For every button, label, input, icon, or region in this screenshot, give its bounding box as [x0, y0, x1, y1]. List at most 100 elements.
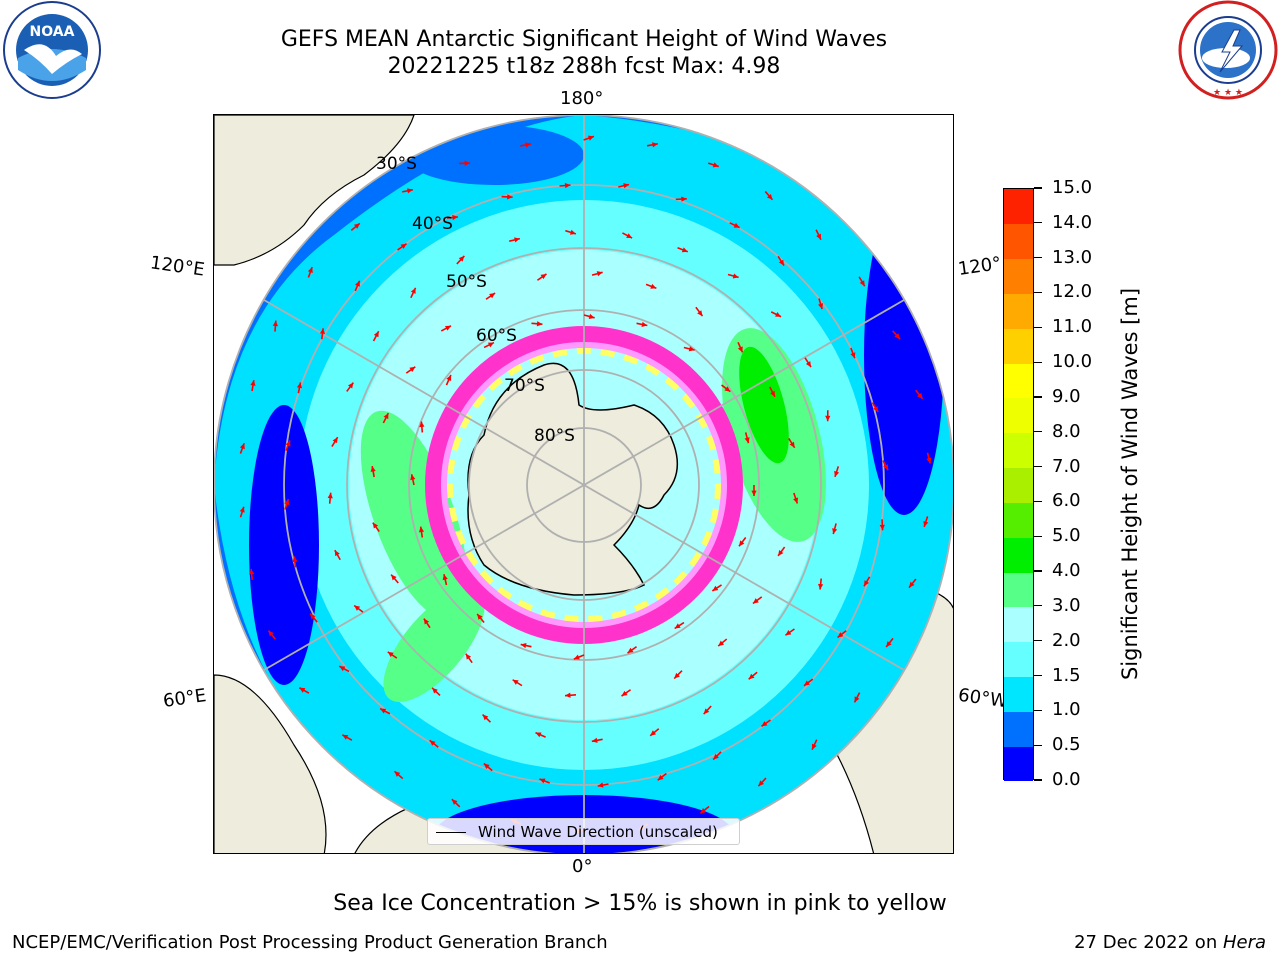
wave-arrow-head [744, 437, 750, 444]
wave-arrow-head [446, 375, 452, 382]
wave-arrow-head [894, 333, 900, 340]
lon-label-180: 180° [560, 88, 604, 109]
wave-arrow-head [712, 585, 719, 591]
wave-arrow-head [650, 283, 657, 289]
wave-arrow-head [761, 721, 768, 727]
wave-arrow-head [464, 160, 470, 166]
wave-arrow-head [569, 229, 576, 235]
wave-arrow-head [591, 737, 598, 743]
wave-arrow-head [697, 310, 703, 317]
wave-arrow-head [627, 647, 634, 654]
colorbar-tick-label: 15.0 [1052, 177, 1093, 198]
colorbar-segment [1004, 258, 1033, 294]
colorbar-tick-label: 5.0 [1052, 525, 1081, 547]
wave-arrow-head [674, 623, 681, 629]
latitude-label: 40°S [412, 214, 453, 234]
wave-arrow-head [249, 568, 255, 575]
colorbar-segment [1004, 711, 1033, 747]
wave-arrow-head [641, 321, 648, 327]
wave-arrow-head [597, 782, 604, 788]
wave-arrow-head [391, 574, 397, 581]
wave-arrow-head [700, 808, 707, 814]
wave-arrow-head [387, 651, 394, 658]
colorbar-tick-label: 0.5 [1052, 734, 1081, 756]
latitude-label: 80°S [534, 426, 575, 446]
wave-arrow-head [758, 780, 765, 787]
wave-arrow-head [674, 672, 680, 679]
colorbar-label: Significant Height of Wind Waves [m] [1118, 287, 1142, 681]
wave-arrow-head [712, 162, 719, 168]
wave-arrow-head [285, 440, 291, 447]
colorbar-tick-label: 12.0 [1052, 281, 1093, 303]
colorbar-tick-mark [1034, 779, 1042, 781]
colorbar-segment [1004, 572, 1033, 608]
wave-arrow-head [873, 406, 879, 413]
wave-arrow-head [239, 443, 245, 450]
wave-arrow-head [789, 441, 795, 448]
colorbar-segment [1004, 397, 1033, 434]
nws-logo-icon: ★ ★ ★ [1176, 0, 1280, 104]
colorbar-tick-label: 8.0 [1052, 420, 1081, 442]
wave-arrow-head [410, 287, 416, 294]
wave-arrow-head [879, 524, 885, 531]
colorbar-segment [1004, 328, 1033, 364]
colorbar-tick-mark [1034, 396, 1042, 398]
wave-arrow-head [587, 135, 594, 141]
wave-arrow-head [564, 182, 571, 189]
wave-arrow-head [514, 237, 520, 243]
wave-arrow-head [540, 273, 547, 280]
wave-arrow-head [442, 574, 448, 581]
colorbar-tick-label: 10.0 [1052, 351, 1093, 373]
wave-arrow-head [373, 331, 379, 338]
wave-arrow-head [688, 346, 695, 352]
colorbar-segment [1004, 432, 1033, 469]
wave-arrow-head [681, 247, 688, 253]
sea-ice-note: Sea Ice Concentration > 15% is shown in … [333, 891, 947, 916]
wave-arrow-head [423, 618, 430, 625]
lon-label-60e: 60°E [161, 685, 208, 712]
wave-arrow-head [804, 680, 810, 686]
wave-arrow-head [334, 550, 340, 557]
colorbar-tick-label: 13.0 [1052, 246, 1093, 268]
colorbar-segment [1004, 537, 1033, 573]
colorbar-tick-mark [1034, 535, 1042, 537]
colorbar-tick-label: 0.0 [1052, 769, 1081, 790]
colorbar-tick-label: 2.0 [1052, 629, 1081, 651]
colorbar-tick-mark [1034, 605, 1042, 607]
colorbar-tick-label: 14.0 [1052, 211, 1093, 233]
wave-arrow-head [489, 293, 496, 299]
wave-arrow-head [573, 654, 580, 660]
wave-arrow-head [452, 214, 458, 221]
wave-arrow-head [812, 743, 817, 750]
wave-arrow-head [310, 613, 316, 620]
footer-branch: NCEP/EMC/Verification Post Processing Pr… [12, 932, 608, 953]
latitude-label: 60°S [476, 326, 517, 346]
map-subtitle: 20221225 t18z 288h fcst Max: 4.98 [387, 54, 781, 79]
wave-arrow-head [565, 692, 571, 698]
wave-arrow-head [805, 361, 812, 368]
wave-arrow-head [451, 799, 458, 805]
colorbar-tick-label: 9.0 [1052, 385, 1081, 407]
wave-arrow-head [816, 233, 821, 240]
colorbar-tick-mark [1034, 361, 1042, 363]
wave-arrow-head [739, 540, 745, 547]
colorbar-segment [1004, 676, 1033, 712]
wave-arrow-head [339, 666, 346, 672]
wave-arrow-head [418, 526, 425, 533]
noaa-logo-icon: NOAA [0, 0, 104, 104]
colorbar-tick-mark [1034, 291, 1042, 294]
latitude-label: 50°S [446, 272, 487, 292]
colorbar-tick-label: 7.0 [1052, 455, 1081, 477]
lon-label-120e: 120°E [148, 252, 206, 281]
colorbar-tick-mark [1034, 187, 1042, 189]
wave-arrow-head [793, 497, 799, 504]
lon-label-60w: 60°W [956, 684, 1009, 713]
wave-arrow-head [483, 763, 490, 769]
wave-arrow-head [477, 613, 483, 620]
colorbar-tick-label: 1.0 [1052, 699, 1081, 721]
colorbar-tick-mark [1034, 326, 1042, 328]
colorbar-tick-label: 1.5 [1052, 664, 1081, 686]
colorbar-segment [1004, 606, 1033, 643]
latitude-label: 30°S [376, 154, 417, 174]
wave-arrow-head [713, 753, 719, 760]
